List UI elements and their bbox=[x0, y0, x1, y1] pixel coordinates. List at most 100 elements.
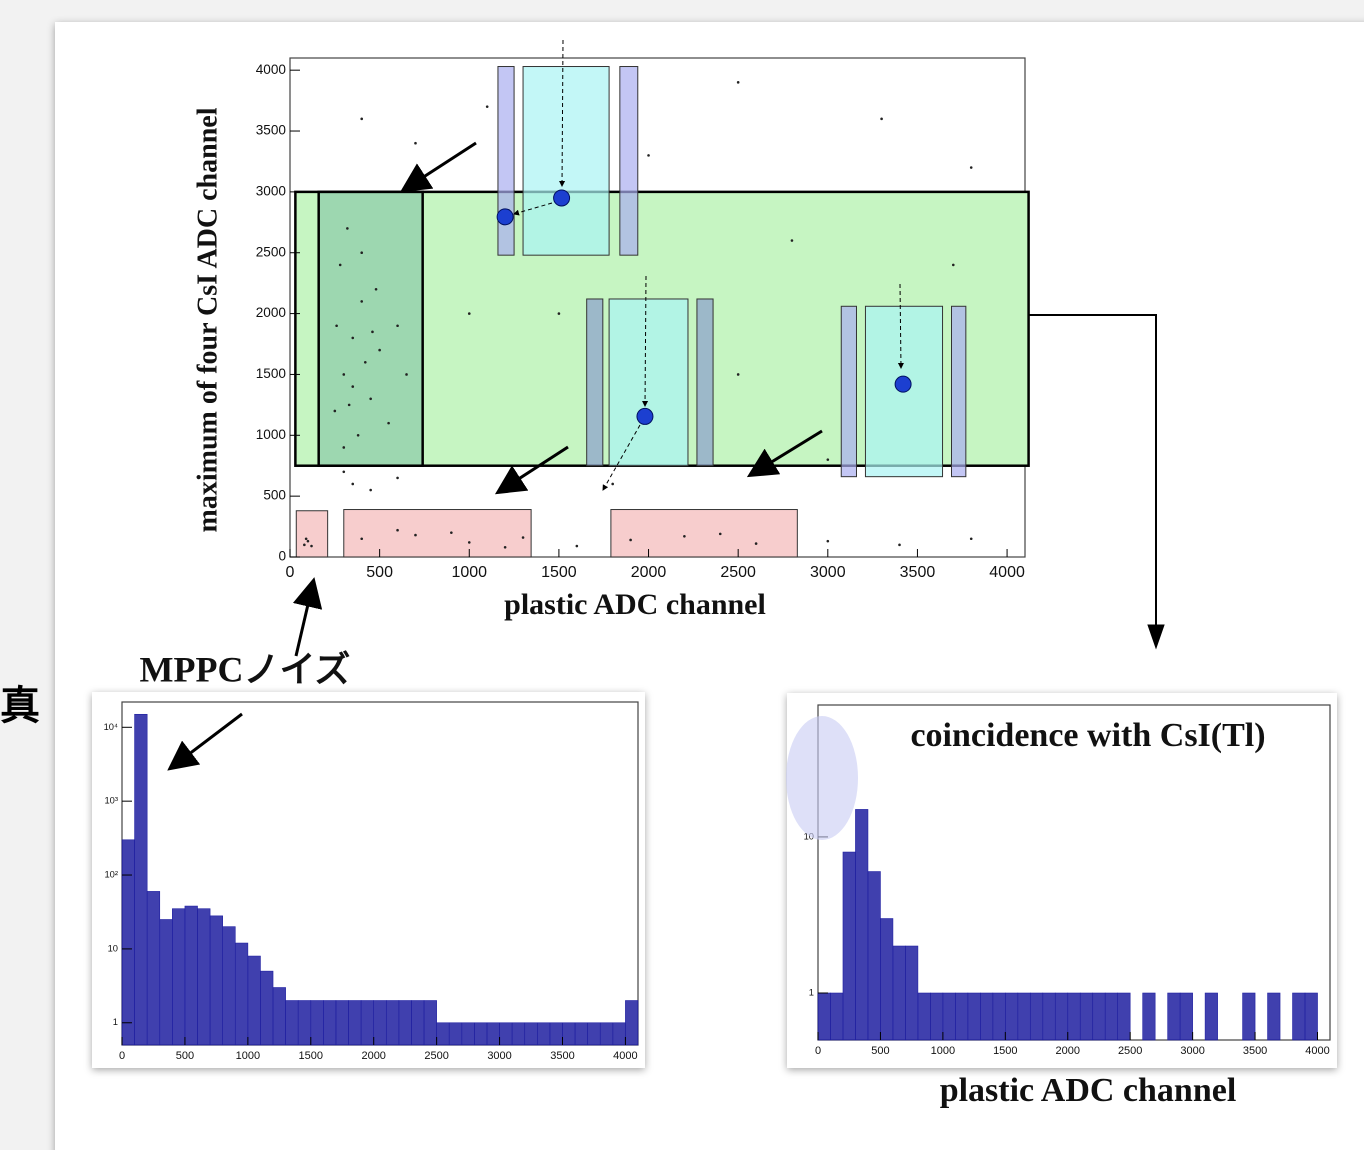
dashed-arrow bbox=[897, 283, 904, 369]
bar bbox=[398, 1000, 412, 1046]
point bbox=[450, 531, 453, 534]
point bbox=[647, 154, 650, 157]
marker bbox=[553, 189, 571, 207]
bar bbox=[146, 891, 161, 1046]
point bbox=[360, 537, 364, 541]
point bbox=[374, 287, 378, 291]
bar bbox=[625, 1000, 639, 1046]
y-tick-label: 1000 bbox=[256, 427, 287, 442]
y-axis-label: maximum of four CsI ADC channel bbox=[192, 107, 223, 532]
point bbox=[396, 476, 399, 480]
bar bbox=[955, 992, 969, 1041]
point bbox=[347, 403, 351, 407]
bar bbox=[980, 992, 994, 1041]
point bbox=[342, 446, 346, 449]
point bbox=[304, 537, 308, 541]
region bbox=[497, 66, 515, 256]
bar bbox=[474, 1022, 488, 1046]
bar bbox=[574, 1022, 588, 1046]
point bbox=[303, 543, 306, 547]
edge-text: 真 bbox=[0, 683, 40, 728]
bar bbox=[1142, 992, 1156, 1041]
marker bbox=[894, 375, 912, 393]
y-tick-label: 10 bbox=[108, 943, 118, 953]
point bbox=[790, 239, 794, 242]
bar bbox=[436, 1022, 450, 1046]
bar bbox=[360, 1000, 375, 1046]
x-tick-label: 500 bbox=[871, 1045, 889, 1057]
bar bbox=[499, 1022, 513, 1046]
bar bbox=[612, 1022, 626, 1046]
region bbox=[295, 510, 329, 558]
x-tick-label: 1000 bbox=[236, 1050, 260, 1062]
point bbox=[396, 528, 399, 532]
bar bbox=[1292, 992, 1306, 1041]
point bbox=[356, 433, 360, 437]
bar bbox=[1267, 992, 1281, 1041]
bar bbox=[1179, 992, 1193, 1041]
point bbox=[629, 538, 632, 542]
bar bbox=[1079, 992, 1094, 1041]
x-tick-label: 1500 bbox=[541, 564, 577, 581]
bar bbox=[310, 1000, 324, 1046]
x-tick-label: 3000 bbox=[810, 564, 846, 581]
bar bbox=[222, 926, 236, 1046]
bar bbox=[599, 1022, 614, 1046]
point bbox=[351, 385, 355, 388]
bar bbox=[1054, 992, 1069, 1041]
point bbox=[826, 539, 830, 543]
point bbox=[360, 300, 364, 303]
point bbox=[736, 81, 740, 84]
x-tick-label: 3500 bbox=[1243, 1045, 1267, 1057]
bar bbox=[272, 987, 286, 1046]
y-tick-label: 3000 bbox=[256, 183, 287, 198]
bar bbox=[260, 970, 274, 1046]
bar bbox=[1117, 992, 1131, 1041]
y-tick-label: 2000 bbox=[256, 305, 287, 320]
y-tick-label: 0 bbox=[278, 549, 286, 564]
arrow bbox=[746, 429, 823, 478]
point bbox=[333, 409, 337, 413]
bar bbox=[930, 992, 944, 1041]
y-tick-label: 1500 bbox=[256, 366, 287, 381]
bar bbox=[942, 992, 956, 1041]
bar bbox=[197, 908, 211, 1046]
y-tick-label: 1 bbox=[113, 1017, 118, 1027]
bar bbox=[562, 1022, 576, 1046]
point bbox=[378, 348, 381, 352]
bar bbox=[348, 1000, 362, 1046]
annotations bbox=[167, 39, 1165, 771]
y-tick-label: 500 bbox=[263, 488, 286, 503]
y-tick-label: 4000 bbox=[256, 62, 287, 77]
point bbox=[485, 105, 489, 108]
point bbox=[880, 117, 883, 121]
dashed-arrow bbox=[559, 39, 566, 187]
point bbox=[557, 312, 561, 315]
x-tick-label: 4000 bbox=[613, 1050, 637, 1062]
point bbox=[683, 535, 686, 538]
bar bbox=[1067, 992, 1081, 1041]
dashed-arrow bbox=[602, 424, 641, 491]
bar bbox=[1204, 992, 1218, 1041]
bar bbox=[411, 1000, 425, 1046]
y-tick-label: 1 bbox=[809, 987, 814, 997]
highlight-ellipse bbox=[786, 716, 858, 840]
bar bbox=[830, 992, 844, 1041]
y-tick-label: 10³ bbox=[104, 796, 118, 806]
point bbox=[310, 544, 313, 548]
x-tick-label: 2500 bbox=[424, 1050, 448, 1062]
arrow bbox=[292, 577, 323, 657]
bar bbox=[1167, 992, 1181, 1041]
region bbox=[610, 509, 798, 558]
bar bbox=[1304, 992, 1318, 1041]
point bbox=[414, 141, 417, 145]
x-tick-label: 3000 bbox=[1180, 1045, 1204, 1057]
point bbox=[342, 470, 346, 474]
arrow bbox=[167, 712, 243, 771]
region bbox=[696, 298, 714, 467]
point bbox=[754, 542, 758, 545]
x-tick-label: 4000 bbox=[1305, 1045, 1329, 1057]
chart-title: coincidence with CsI(Tl) bbox=[910, 717, 1265, 754]
region bbox=[840, 305, 857, 478]
